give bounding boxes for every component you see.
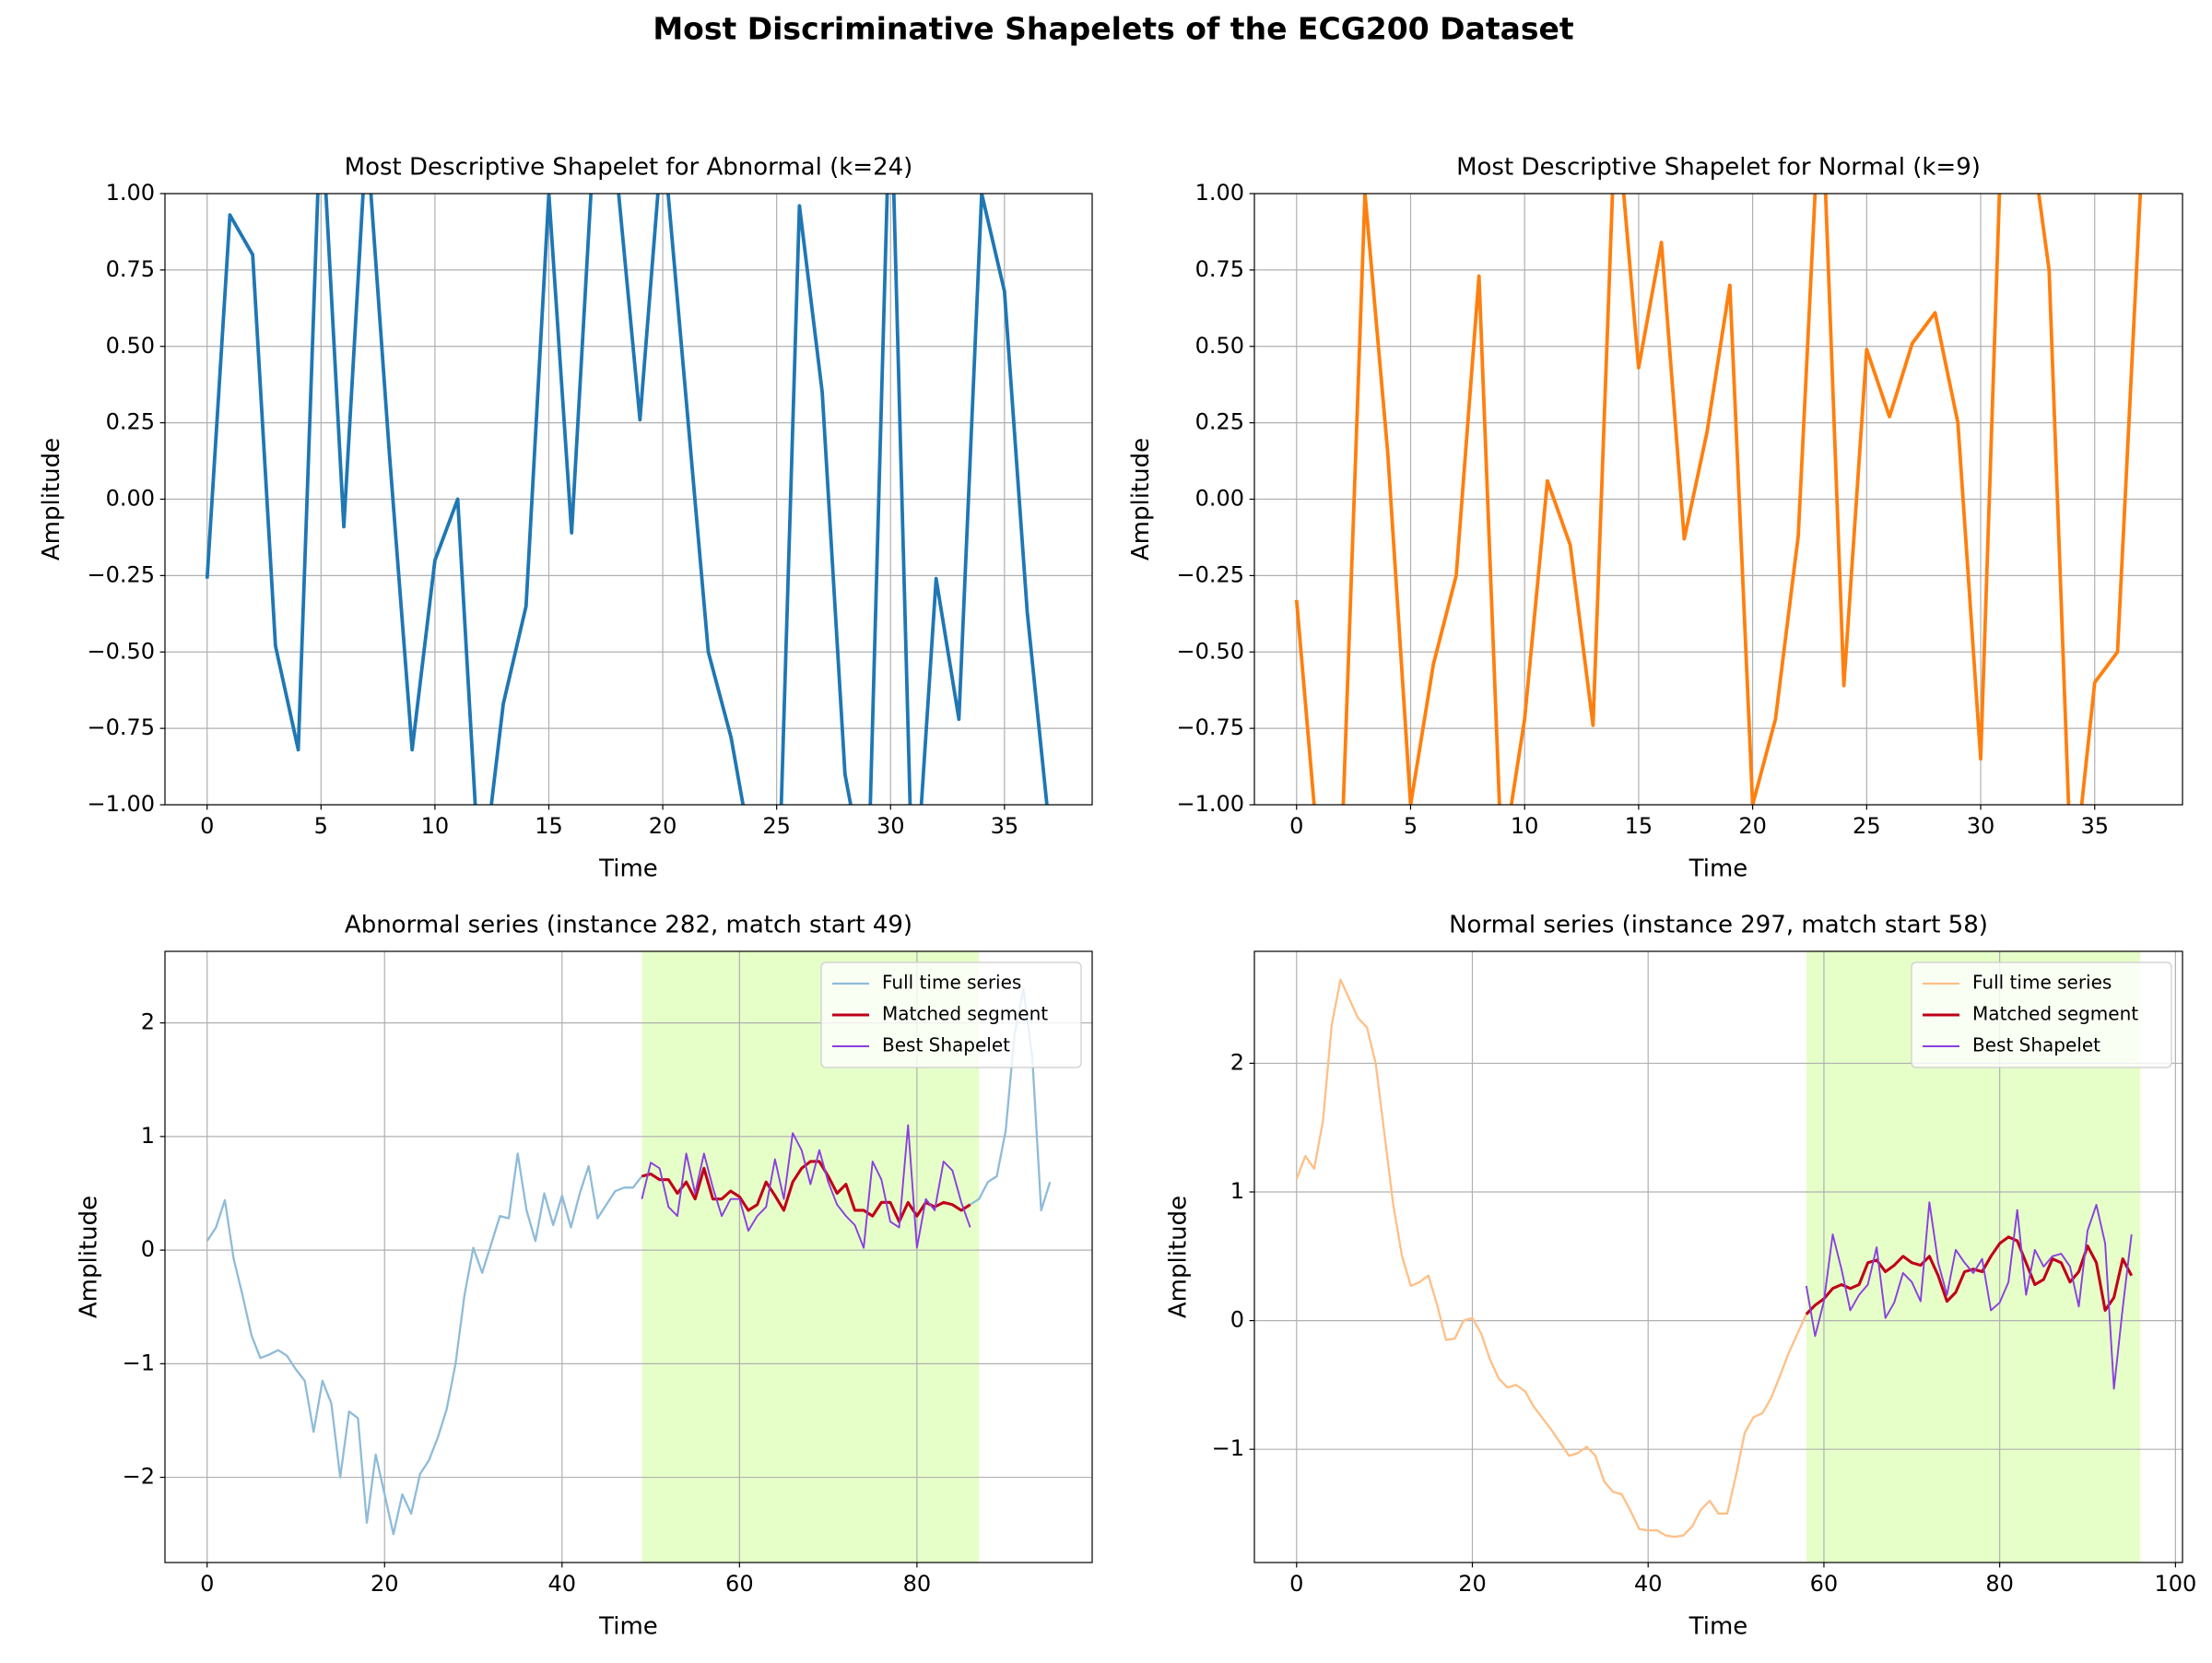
- axes-frame: [1253, 950, 2183, 1563]
- data-line: [641, 1124, 971, 1249]
- plot-area: [165, 194, 1092, 805]
- legend-label: Matched segment: [882, 1003, 1048, 1025]
- x-axis-label: Time: [598, 1613, 658, 1641]
- y-axis-label: Amplitude: [38, 438, 65, 560]
- y-tick-label: 0.00: [106, 486, 155, 512]
- legend: Full time series Matched segment Best Shap…: [1911, 961, 2172, 1068]
- x-tick-label: 10: [1511, 813, 1539, 839]
- data-line: [205, 194, 1049, 805]
- y-tick-label: −1: [1212, 1435, 1244, 1461]
- x-tick-label: 25: [762, 813, 791, 839]
- x-tick-label: 20: [1738, 813, 1767, 839]
- x-tick-label: 30: [877, 813, 905, 839]
- subplot-title: Abnormal series (instance 282, match sta…: [345, 912, 912, 939]
- x-tick-label: 100: [2154, 1571, 2196, 1597]
- legend-box: [1911, 961, 2172, 1068]
- y-axis-label: Amplitude: [76, 1196, 103, 1318]
- y-tick-label: 0.50: [106, 333, 155, 359]
- x-tick-label: 5: [1404, 813, 1418, 839]
- subplot: 0 20 40 60 80 −2 −1 0 1 2 Abnormal series (instanc…: [76, 912, 1093, 1641]
- subplot: 0 5 10 15 20 25 30 35 −1.00 −0.75 −0.50 −0.25 0.00 0.…: [1127, 154, 2183, 883]
- subplot: 0 20 40 60 80 100 −1 0 1 2 Normal series (instance…: [1165, 912, 2197, 1641]
- x-tick-label: 80: [1985, 1571, 2014, 1597]
- y-tick-label: 1.00: [106, 180, 155, 206]
- subplot-title: Normal series (instance 297, match start…: [1449, 912, 1988, 939]
- x-tick-label: 0: [200, 1571, 214, 1597]
- x-tick-label: 0: [1289, 1571, 1303, 1597]
- y-tick-label: 0.75: [1195, 256, 1244, 282]
- x-tick-label: 60: [1810, 1571, 1839, 1597]
- y-tick-label: −1: [123, 1350, 155, 1375]
- x-tick-label: 20: [1458, 1571, 1487, 1597]
- legend-label: Best Shapelet: [882, 1034, 1010, 1056]
- legend-label: Best Shapelet: [1972, 1034, 2100, 1056]
- y-tick-label: 1: [1230, 1178, 1244, 1204]
- y-tick-label: 1.00: [1195, 180, 1244, 206]
- legend-label: Matched segment: [1972, 1003, 2138, 1025]
- y-tick-label: 1: [141, 1123, 155, 1149]
- x-tick-label: 25: [1853, 813, 1881, 839]
- x-tick-label: 80: [903, 1571, 932, 1597]
- y-tick-label: 0: [141, 1236, 155, 1262]
- legend-label: Full time series: [1972, 972, 2112, 994]
- y-tick-label: −0.25: [87, 561, 155, 587]
- figure-title: Most Discriminative Shapelets of the ECG…: [653, 11, 1574, 47]
- y-tick-label: −0.25: [1176, 561, 1244, 587]
- x-tick-label: 20: [649, 813, 677, 839]
- y-tick-label: 0: [1230, 1307, 1244, 1333]
- y-tick-label: −0.75: [1176, 714, 1244, 740]
- legend-label: Full time series: [882, 972, 1021, 994]
- x-tick-label: 40: [548, 1571, 577, 1597]
- subplot-title: Most Descriptive Shapelet for Normal (k=…: [1456, 154, 1981, 182]
- x-tick-label: 10: [421, 813, 450, 839]
- x-tick-label: 20: [371, 1571, 399, 1597]
- x-tick-label: 60: [725, 1571, 754, 1597]
- x-tick-label: 40: [1634, 1571, 1663, 1597]
- x-tick-label: 15: [535, 813, 563, 839]
- x-axis-label: Time: [1688, 855, 1748, 883]
- data-line: [1805, 1201, 2133, 1390]
- y-tick-label: 0.50: [1195, 333, 1244, 359]
- legend: Full time series Matched segment Best Shap…: [820, 961, 1082, 1068]
- y-tick-label: −0.75: [87, 714, 155, 740]
- y-tick-label: 2: [141, 1009, 155, 1035]
- y-tick-label: 0.25: [1195, 409, 1244, 435]
- y-tick-label: 0.75: [106, 256, 155, 282]
- y-tick-label: −0.50: [1176, 638, 1244, 664]
- y-tick-label: 0.00: [1195, 486, 1244, 512]
- axes-frame: [164, 950, 1093, 1563]
- x-axis-label: Time: [1688, 1613, 1748, 1641]
- y-tick-label: −0.50: [87, 638, 155, 664]
- x-tick-label: 15: [1625, 813, 1653, 839]
- y-tick-label: −1.00: [1176, 791, 1244, 817]
- y-axis-label: Amplitude: [1165, 1196, 1193, 1318]
- data-line: [1805, 1235, 2134, 1315]
- x-tick-label: 35: [991, 813, 1019, 839]
- y-tick-label: 0.25: [106, 409, 155, 435]
- y-tick-label: −1.00: [87, 791, 155, 817]
- x-tick-label: 35: [2080, 813, 2109, 839]
- x-tick-label: 30: [1967, 813, 1995, 839]
- plot-area: [1254, 194, 2183, 805]
- x-tick-label: 0: [200, 813, 214, 839]
- legend-box: [820, 961, 1082, 1068]
- subplot: 0 5 10 15 20 25 30 35 −1.00 −0.75 −0.50 −0.25 0.00 0.…: [38, 154, 1093, 883]
- y-tick-label: −2: [123, 1464, 155, 1490]
- y-axis-label: Amplitude: [1127, 438, 1155, 560]
- subplot-title: Most Descriptive Shapelet for Abnormal (…: [345, 154, 913, 182]
- y-tick-label: 2: [1230, 1049, 1244, 1075]
- x-tick-label: 5: [314, 813, 328, 839]
- x-axis-label: Time: [598, 855, 658, 883]
- data-line: [1294, 194, 2143, 805]
- x-tick-label: 0: [1289, 813, 1303, 839]
